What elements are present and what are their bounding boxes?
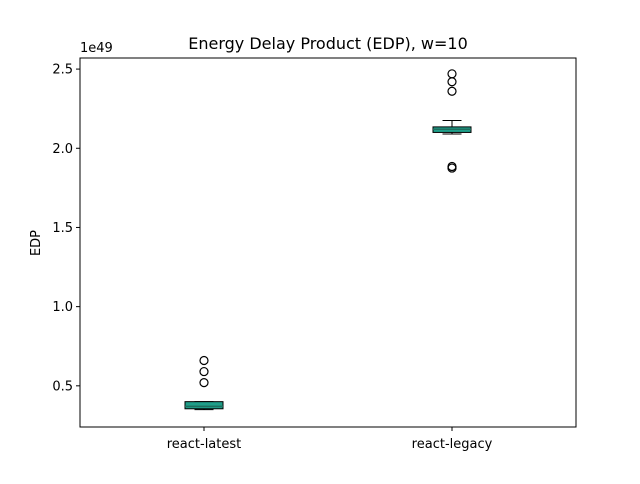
plot-area — [184, 69, 472, 411]
x-tick-label: react-latest — [167, 437, 242, 452]
y-tick-label: 1.0 — [52, 300, 73, 315]
outlier-point — [447, 69, 457, 79]
outlier-point — [199, 366, 209, 377]
y-tick-label: 2.5 — [52, 63, 73, 78]
y-axis-offset-text: 1e49 — [80, 41, 113, 56]
y-tick-label: 0.5 — [52, 379, 73, 394]
outlier-point — [199, 378, 209, 388]
box-group-react-legacy — [432, 69, 472, 173]
outlier-point — [447, 161, 457, 172]
axes-frame — [79, 57, 577, 428]
iqr-box — [184, 401, 224, 410]
x-tick-label: react-legacy — [412, 437, 493, 452]
y-tick-label: 2.0 — [52, 142, 73, 157]
chart-title: Energy Delay Product (EDP), w=10 — [188, 34, 468, 53]
y-axis-label: EDP — [29, 230, 44, 256]
y-tick-label: 1.5 — [52, 221, 73, 236]
box-group-react-latest — [184, 355, 224, 411]
outlier-point — [447, 86, 457, 96]
outlier-point — [199, 355, 209, 366]
